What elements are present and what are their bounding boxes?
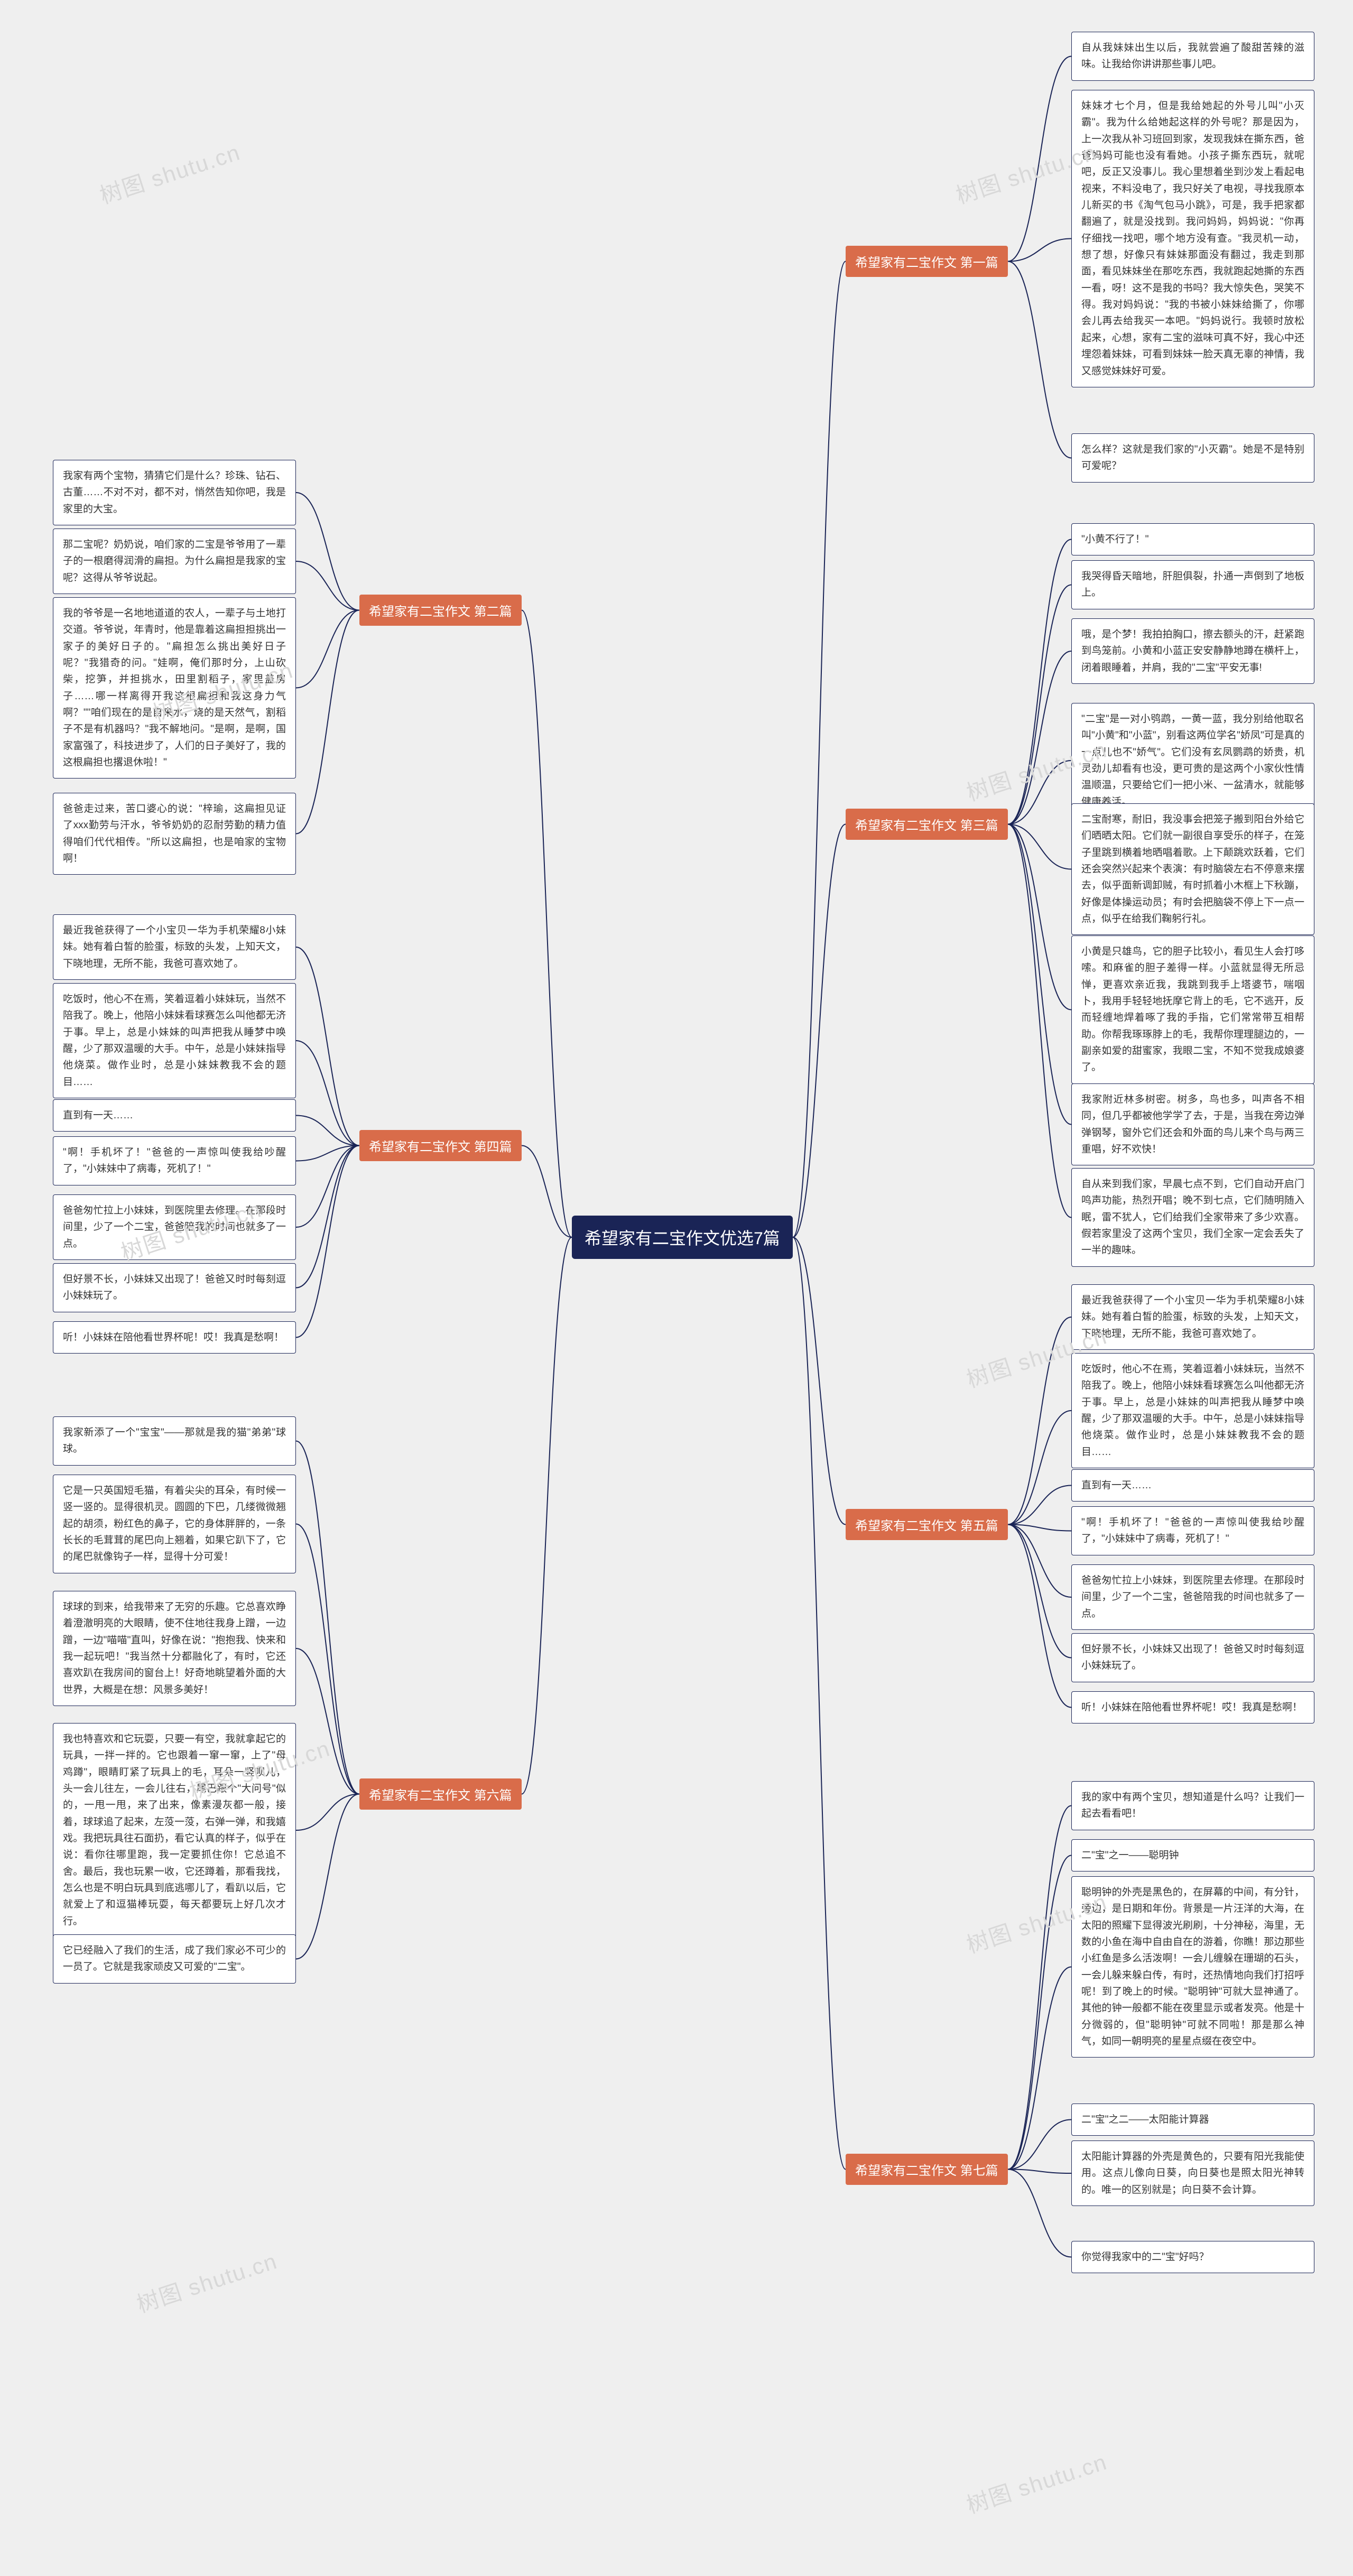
branch-node: 希望家有二宝作文 第七篇 [846,2154,1008,2185]
leaf-node: 爸爸匆忙拉上小妹妹，到医院里去修理。在那段时间里，少了一个二宝，爸爸陪我的时间也… [53,1194,296,1260]
leaf-node: 爸爸匆忙拉上小妹妹，到医院里去修理。在那段时间里，少了一个二宝，爸爸陪我的时间也… [1071,1564,1314,1630]
leaf-node: 你觉得我家中的二"宝"好吗？ [1071,2241,1314,2273]
branch-node: 希望家有二宝作文 第三篇 [846,809,1008,840]
leaf-node: 直到有一天…… [1071,1469,1314,1502]
leaf-node: 最近我爸获得了一个小宝贝一华为手机荣耀8小妹妹。她有着白皙的脸蛋，标致的头发，上… [53,914,296,980]
leaf-node: 二宝耐寒，耐旧，我没事会把笼子搬到阳台外给它们晒晒太阳。它们就一副很自享受乐的样… [1071,803,1314,935]
leaf-node: 那二宝呢？奶奶说，咱们家的二宝是爷爷用了一辈子的一根磨得润滑的扁担。为什么扁担是… [53,529,296,594]
leaf-node: 怎么样？这就是我们家的"小灭霸"。她是不是特别可爱呢？ [1071,433,1314,483]
leaf-node: 我家附近林多树密。树多，鸟也多，叫声各不相同，但几乎都被他学学了去，于是，当我在… [1071,1083,1314,1165]
leaf-node: 二"宝"之一——聪明钟 [1071,1839,1314,1871]
leaf-node: 听！小妹妹在陪他看世界杯呢！哎！我真是愁啊！ [53,1321,296,1354]
leaf-node: 吃饭时，他心不在焉，笑着逗着小妹妹玩，当然不陪我了。晚上，他陪小妹妹看球赛怎么叫… [1071,1353,1314,1468]
leaf-node: 我的爷爷是一名地地道道的农人，一辈子与土地打交道。爷爷说，年青时，他是靠着这扁担… [53,597,296,779]
leaf-node: 哦，是个梦！我拍拍胸口，擦去额头的汗，赶紧跑到鸟笼前。小黄和小蓝正安安静静地蹲在… [1071,618,1314,684]
leaf-node: 我也特喜欢和它玩耍，只要一有空，我就拿起它的玩具，一拌一拌的。它也跟着一窜一窜，… [53,1723,296,1938]
leaf-node: 小黄是只雄鸟，它的胆子比较小，看见生人会打哆嗦。和麻雀的胆子差得一样。小蓝就显得… [1071,935,1314,1084]
root-node: 希望家有二宝作文优选7篇 [572,1216,793,1259]
leaf-node: "啊！手机坏了！"爸爸的一声惊叫使我给吵醒了，"小妹妹中了病毒，死机了！" [1071,1506,1314,1555]
leaf-node: 直到有一天…… [53,1099,296,1132]
leaf-node: 听！小妹妹在陪他看世界杯呢！哎！我真是愁啊！ [1071,1691,1314,1723]
branch-node: 希望家有二宝作文 第二篇 [359,595,522,626]
leaf-node: "啊！手机坏了！"爸爸的一声惊叫使我给吵醒了，"小妹妹中了病毒，死机了！" [53,1136,296,1185]
leaf-node: 爸爸走过来，苦口婆心的说："梓瑜，这扁担见证了xxx勤劳与汗水，爷爷奶奶的忍耐劳… [53,793,296,875]
leaf-node: "小黄不行了！" [1071,523,1314,555]
leaf-node: 但好景不长，小妹妹又出现了！爸爸又时时每刻逗小妹妹玩了。 [1071,1633,1314,1682]
leaf-node: 自从来到我们家，早晨七点不到，它们自动开启门鸣声功能，热烈开唱；晚不到七点，它们… [1071,1168,1314,1267]
leaf-node: 我哭得昏天暗地，肝胆俱裂，扑通一声倒到了地板上。 [1071,560,1314,609]
leaf-node: 我家有两个宝物，猜猜它们是什么？珍珠、钻石、古董……不对不对，都不对，悄然告知你… [53,460,296,525]
leaf-node: 太阳能计算器的外壳是黄色的，只要有阳光我能使用。这点儿像向日葵，向日葵也是照太阳… [1071,2141,1314,2206]
leaf-node: "二宝"是一对小鸮鹉，一黄一蓝，我分别给他取名叫"小黄"和"小蓝"，别看这两位学… [1071,703,1314,818]
branch-node: 希望家有二宝作文 第一篇 [846,246,1008,277]
leaf-node: 最近我爸获得了一个小宝贝一华为手机荣耀8小妹妹。她有着白皙的脸蛋，标致的头发，上… [1071,1284,1314,1350]
leaf-node: 它是一只英国短毛猫，有着尖尖的耳朵，有时候一竖一竖的。显得很机灵。圆圆的下巴，几… [53,1475,296,1573]
leaf-node: 聪明钟的外壳是黑色的，在屏幕的中间，有分针，旁边，是日期和年份。背景是一片汪洋的… [1071,1876,1314,2058]
leaf-node: 球球的到来，给我带来了无穷的乐趣。它总喜欢睁着澄澈明亮的大眼睛，使不住地往我身上… [53,1591,296,1706]
watermark: 树图 shutu.cn [95,135,244,210]
leaf-node: 它已经融入了我们的生活，成了我们家必不可少的一员了。它就是我家顽皮又可爱的"二宝… [53,1934,296,1984]
watermark: 树图 shutu.cn [962,2444,1111,2520]
leaf-node: 我的家中有两个宝贝，想知道是什么吗？让我们一起去看看吧！ [1071,1781,1314,1830]
leaf-node: 我家新添了一个"宝宝"——那就是我的猫"弟弟"球球。 [53,1416,296,1466]
branch-node: 希望家有二宝作文 第五篇 [846,1509,1008,1540]
branch-node: 希望家有二宝作文 第六篇 [359,1778,522,1810]
leaf-node: 二"宝"之二——太阳能计算器 [1071,2104,1314,2136]
leaf-node: 吃饭时，他心不在焉，笑着逗着小妹妹玩，当然不陪我了。晚上，他陪小妹妹看球赛怎么叫… [53,983,296,1098]
branch-node: 希望家有二宝作文 第四篇 [359,1130,522,1161]
watermark: 树图 shutu.cn [132,2244,281,2319]
leaf-node: 但好景不长，小妹妹又出现了！爸爸又时时每刻逗小妹妹玩了。 [53,1263,296,1312]
leaf-node: 妹妹才七个月，但是我给她起的外号儿叫"小灭霸"。我为什么给她起这样的外号呢？那是… [1071,90,1314,387]
leaf-node: 自从我妹妹出生以后，我就尝遍了酸甜苦辣的滋味。让我给你讲讲那些事儿吧。 [1071,32,1314,81]
